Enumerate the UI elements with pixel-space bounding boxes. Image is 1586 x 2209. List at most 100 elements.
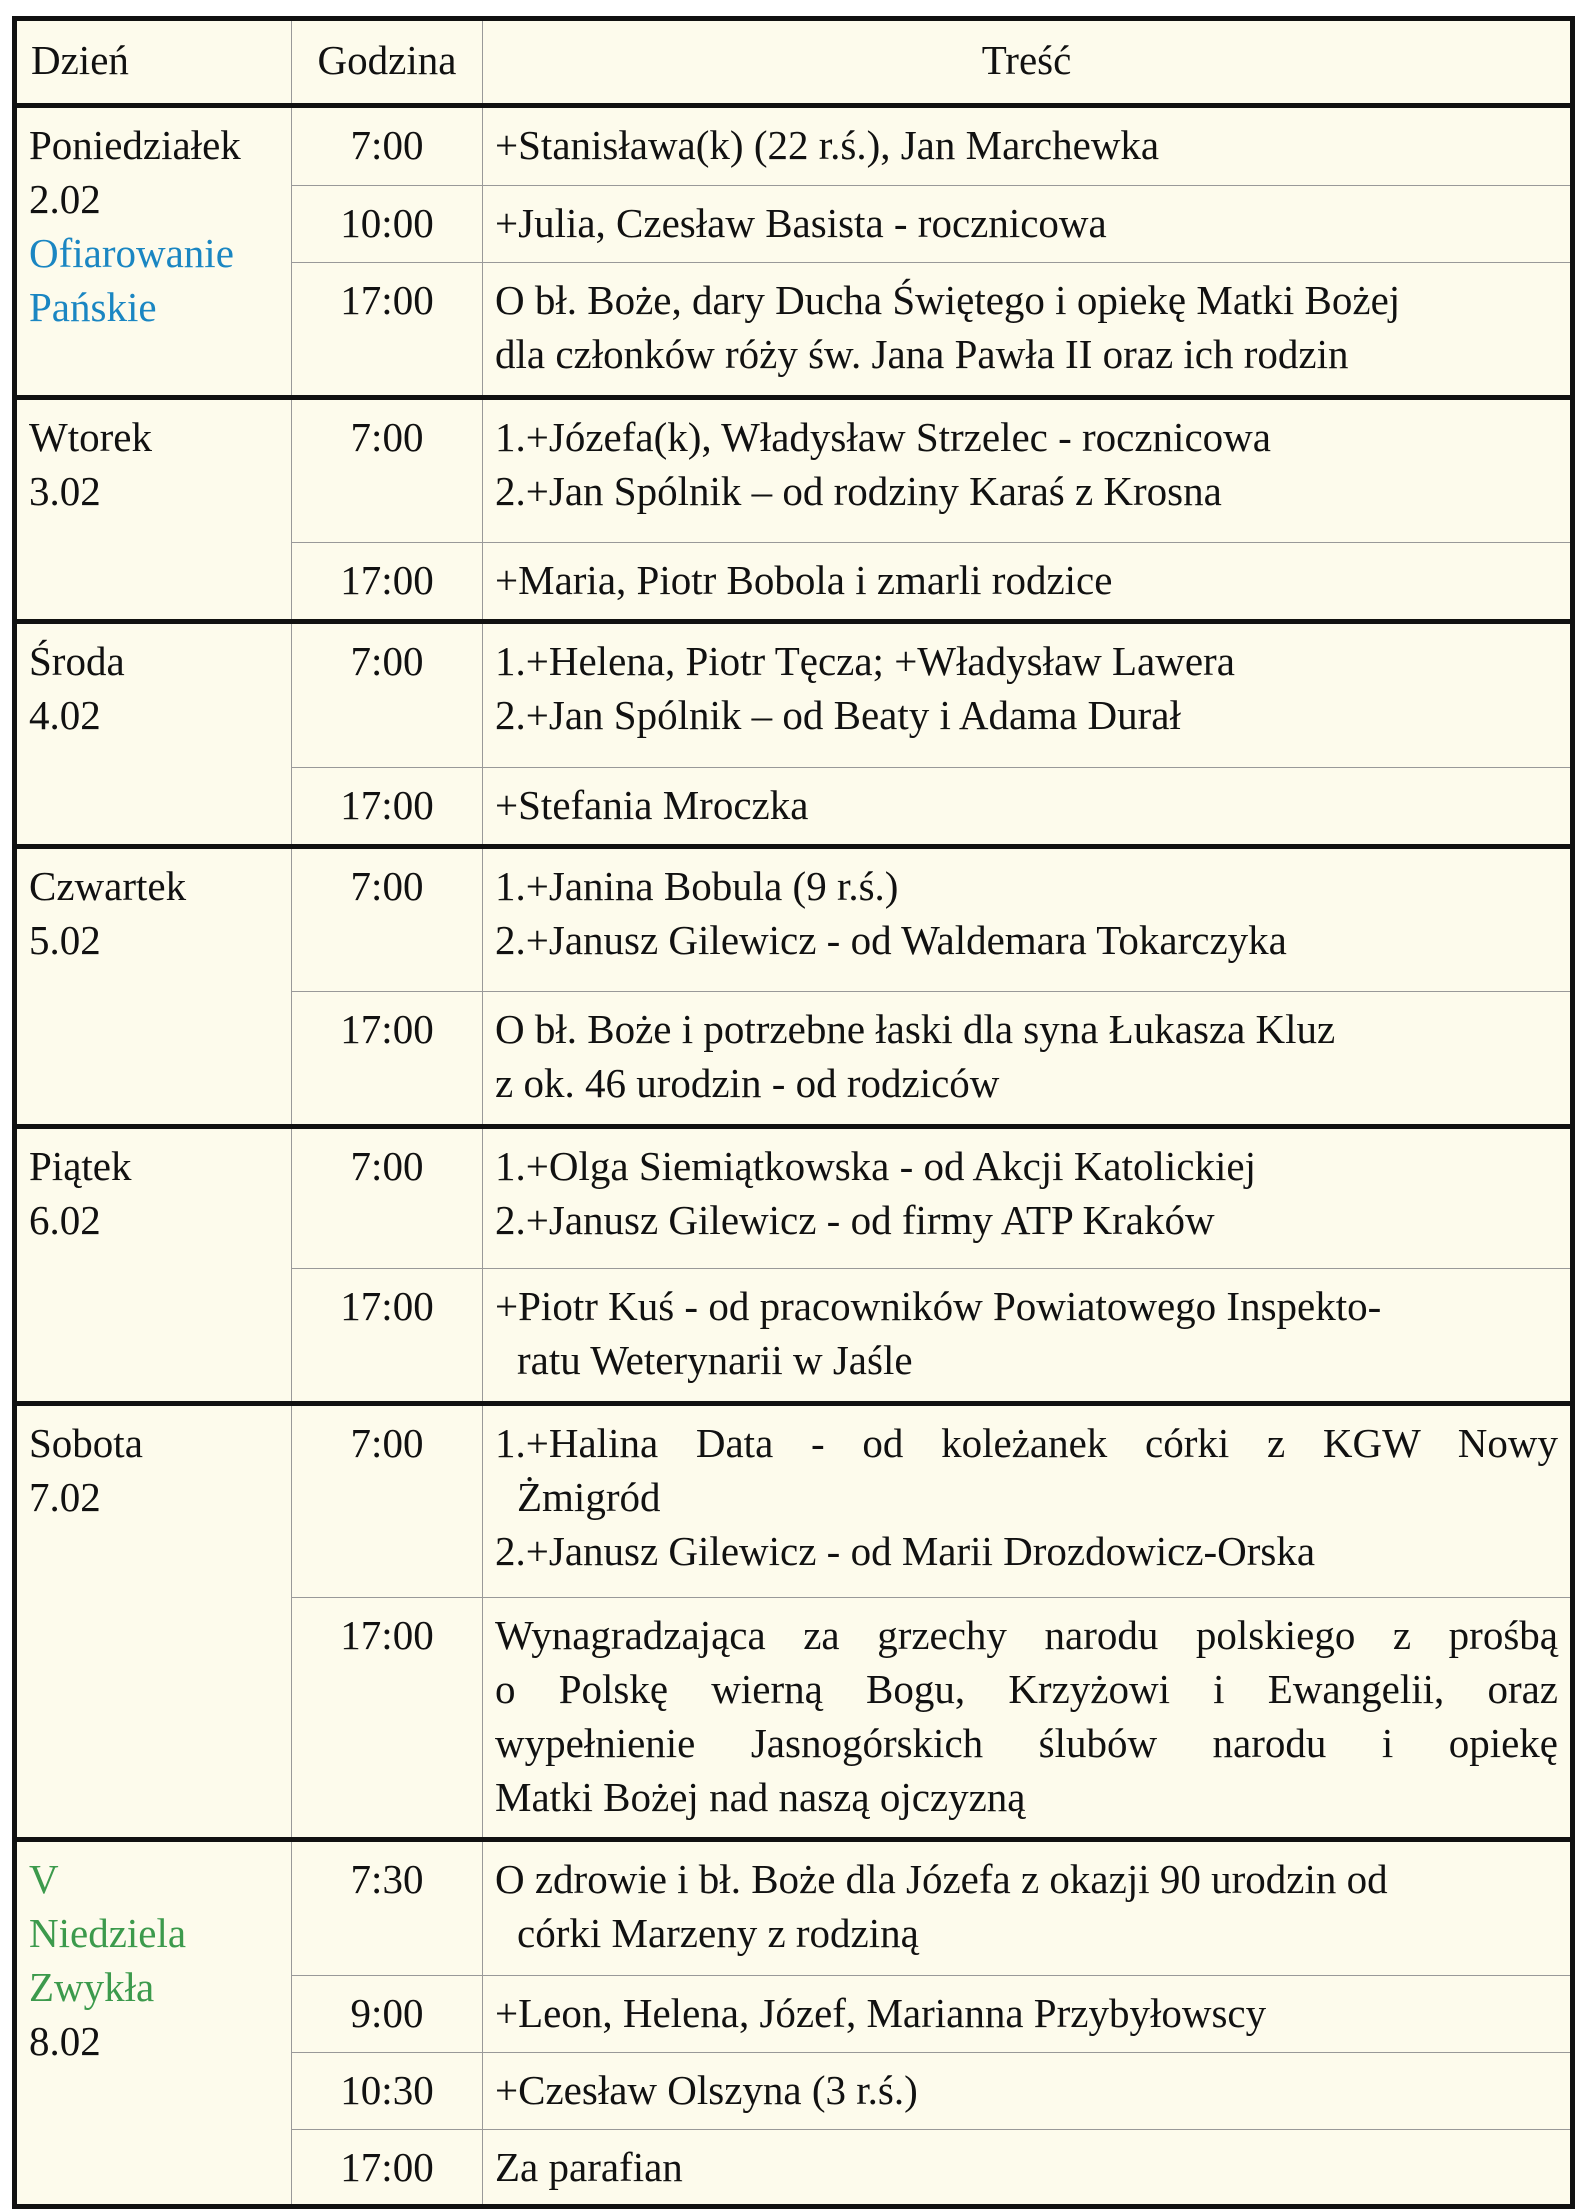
mass-intention: O bł. Boże, dary Ducha Świętego i opiekę… [482,262,1573,398]
intention-line: 2.+Jan Spólnik – od Beaty i Adama Durał [495,692,1181,738]
header-content: Treść [482,18,1573,108]
mass-schedule-table: Dzień Godzina Treść Poniedziałek 2.02 Ofia… [12,16,1575,2209]
intention-line: Za parafian [495,2144,683,2190]
intention-line: O bł. Boże i potrzebne łaski dla syna Łu… [495,1006,1336,1052]
mass-time: 17:00 [291,262,483,398]
mass-time: 7:00 [291,619,483,768]
intention-line: wypełnienie Jasnogórskich ślubów narodu … [495,1720,1558,1766]
intention-line: +Leon, Helena, Józef, Marianna Przybyłow… [495,1990,1267,2036]
intention-line: O zdrowie i bł. Boże dla Józefa z okazji… [495,1856,1388,1902]
day-cell: Piątek 6.02 [14,1124,292,1404]
day-label-line: Wtorek [29,414,152,460]
mass-time: 7:00 [291,395,483,543]
intention-line: 1.+Olga Siemiątkowska - od Akcji Katolic… [495,1143,1256,1189]
intention-line: córki Marzeny z rodziną [517,1910,919,1956]
mass-row: Wtorek 3.02 7:00 1.+Józefa(k), Władysław St… [14,395,1573,622]
mass-intention: +Stefania Mroczka [482,767,1573,847]
intention-line: 1.+Józefa(k), Władysław Strzelec - roczn… [495,414,1271,460]
intention-line: Wynagradzająca za grzechy narodu polskie… [495,1612,1558,1658]
day-cell: Czwartek 5.02 [14,844,292,1127]
day-cell: Poniedziałek 2.02 Ofiarowanie Pańskie [14,103,292,398]
day-label-line: Pańskie [29,284,157,330]
mass-row: Czwartek 5.02 7:00 1.+Janina Bobula (9 r.ś.… [14,844,1573,1127]
mass-intention: Za parafian [482,2129,1573,2207]
intention-line: Żmigród [517,1474,661,1520]
intention-line: ratu Weterynarii w Jaśle [517,1337,913,1383]
mass-intention: +Stanisława(k) (22 r.ś.), Jan Marchewka [482,103,1573,186]
mass-row: Poniedziałek 2.02 Ofiarowanie Pańskie 7:00 +S… [14,103,1573,398]
day-label-line: Czwartek [29,863,187,909]
intention-line: +Maria, Piotr Bobola i zmarli rodzice [495,557,1113,603]
intention-line: 1.+Helena, Piotr Tęcza; +Władysław Lawer… [495,638,1235,684]
mass-intention: +Piotr Kuś - od pracowników Powiatowego … [482,1268,1573,1404]
mass-intention: +Julia, Czesław Basista - rocznicowa [482,185,1573,263]
mass-row: 17:00 Wynagradzająca za grzechy narodu po… [15,1597,1573,1840]
intention-line: 2.+Janusz Gilewicz - od firmy ATP Kraków [495,1197,1215,1243]
mass-intention: O zdrowie i bł. Boże dla Józefa z okazji… [482,1837,1573,1976]
intention-line: o Polskę wierną Bogu, Krzyżowi i Ewangel… [495,1666,1558,1712]
day-label-line: Zwykła [29,1964,155,2010]
mass-row: Piątek 6.02 7:00 1.+Olga Siemiątkowska - od… [14,1124,1573,1404]
day-label-line: 2.02 [29,176,101,222]
intention-line: O bł. Boże, dary Ducha Świętego i opiekę… [495,277,1401,323]
mass-intention: O bł. Boże i potrzebne łaski dla syna Łu… [482,991,1573,1127]
intention-line: +Stanisława(k) (22 r.ś.), Jan Marchewka [495,122,1160,168]
intention-line: z ok. 46 urodzin - od rodziców [495,1060,1000,1106]
mass-time: 7:30 [291,1837,483,1976]
mass-time: 17:00 [291,1597,483,1840]
mass-row: 17:00 Za parafian [15,2129,1573,2207]
header-day: Dzień [14,18,292,108]
day-label-line: 5.02 [29,917,101,963]
intention-line: +Czesław Olszyna (3 r.ś.) [495,2067,918,2113]
mass-time: 17:00 [291,2129,483,2207]
mass-time: 10:00 [291,185,483,263]
mass-time: 10:30 [291,2052,483,2130]
intention-line: dla członków róży św. Jana Pawła II oraz… [495,331,1349,377]
mass-row: V Niedziela Zwykła 8.02 7:30 O zdrowie i bł. … [14,1837,1573,2207]
day-label-line: Piątek [29,1143,132,1189]
mass-intention: +Leon, Helena, Józef, Marianna Przybyłow… [482,1975,1573,2053]
intention-line: 2.+Janusz Gilewicz - od Marii Drozdowicz… [495,1528,1316,1574]
intention-line: 1.+Janina Bobula (9 r.ś.) [495,863,899,909]
mass-time: 17:00 [291,991,483,1127]
day-label-line: Sobota [29,1420,143,1466]
intention-line: +Stefania Mroczka [495,782,809,828]
mass-intention: Wynagradzająca za grzechy narodu polskie… [482,1597,1573,1840]
mass-row: 9:00 +Leon, Helena, Józef, Marianna Przyb… [15,1975,1573,2053]
day-cell: Środa 4.02 [14,619,292,847]
mass-intention: 1.+Janina Bobula (9 r.ś.) 2.+Janusz Gilew… [482,844,1573,992]
mass-time: 17:00 [291,767,483,847]
mass-row: 17:00 +Maria, Piotr Bobola i zmarli rodzi… [15,542,1573,622]
day-label-line: 4.02 [29,692,101,738]
day-label-line: 6.02 [29,1197,101,1243]
header-hour: Godzina [291,18,483,108]
mass-intention: 1.+Józefa(k), Władysław Strzelec - roczn… [482,395,1573,543]
mass-time: 9:00 [291,1975,483,2053]
day-label-line: Środa [29,638,125,684]
intention-line: +Piotr Kuś - od pracowników Powiatowego … [495,1283,1382,1329]
intention-line: Matki Bożej nad naszą ojczyzną [495,1774,1026,1820]
day-label-line: Ofiarowanie [29,230,234,276]
day-label-line: Poniedziałek [29,122,241,168]
header-row: Dzień Godzina Treść [14,18,1573,108]
mass-time: 17:00 [291,1268,483,1404]
mass-time: 7:00 [291,1401,483,1598]
mass-row: 17:00 O bł. Boże i potrzebne łaski dla sy… [15,991,1573,1127]
intention-line: 2.+Jan Spólnik – od rodziny Karaś z Kros… [495,468,1222,514]
mass-row: 17:00 +Piotr Kuś - od pracowników Powiato… [15,1268,1573,1404]
mass-row: 17:00 +Stefania Mroczka [15,767,1573,847]
mass-time: 17:00 [291,542,483,622]
day-label-line: 8.02 [29,2018,101,2064]
mass-row: 10:00 +Julia, Czesław Basista - rocznicow… [15,185,1573,263]
mass-time: 7:00 [291,103,483,186]
mass-row: Środa 4.02 7:00 1.+Helena, Piotr Tęcza; +Wł… [14,619,1573,847]
day-label-line: V [29,1856,59,1902]
day-cell: V Niedziela Zwykła 8.02 [14,1837,292,2207]
mass-intention: 1.+Helena, Piotr Tęcza; +Władysław Lawer… [482,619,1573,768]
mass-intention: +Czesław Olszyna (3 r.ś.) [482,2052,1573,2130]
day-label-line: 7.02 [29,1474,101,1520]
day-cell: Wtorek 3.02 [14,395,292,622]
day-label-line: 3.02 [29,468,101,514]
intention-line: +Julia, Czesław Basista - rocznicowa [495,200,1107,246]
mass-time: 7:00 [291,1124,483,1269]
